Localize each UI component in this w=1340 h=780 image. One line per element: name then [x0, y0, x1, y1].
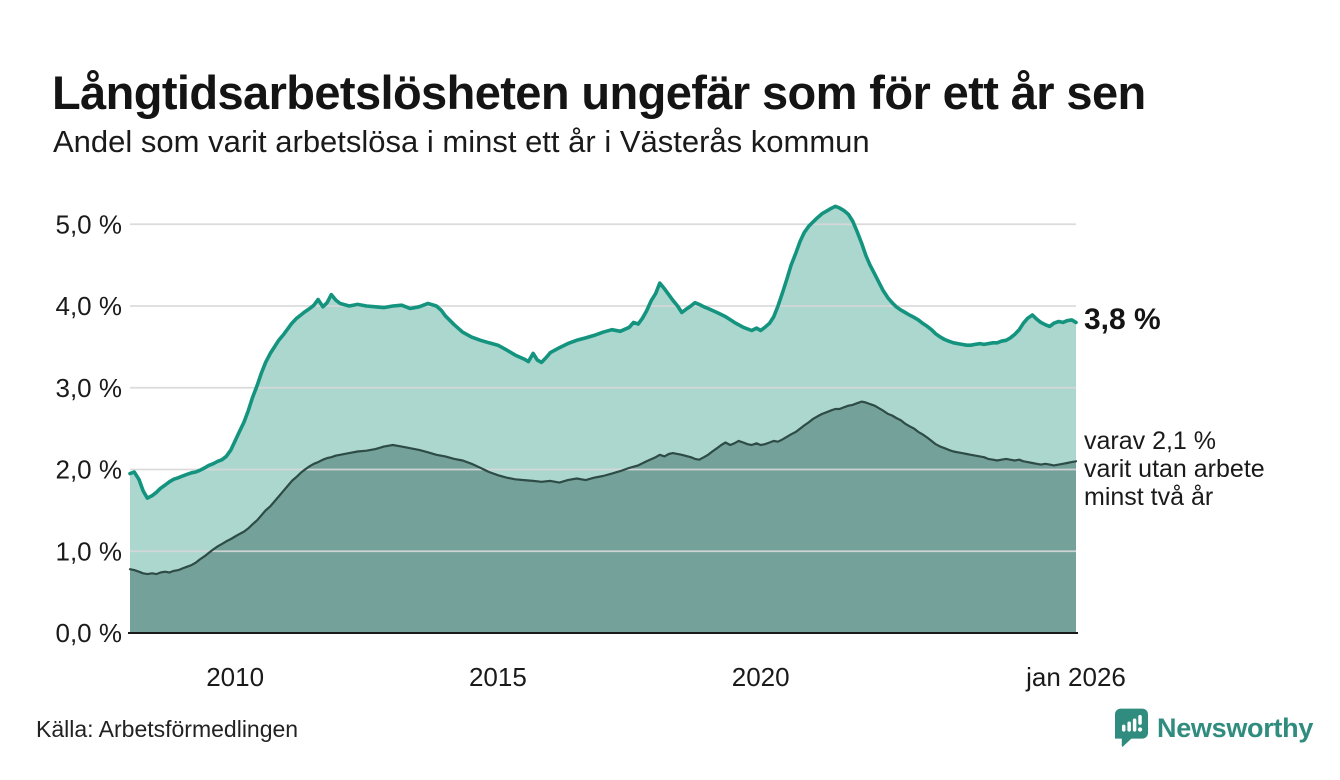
latest-value-label: 3,8 %: [1084, 303, 1161, 336]
newsworthy-logo: Newsworthy: [1115, 708, 1313, 748]
y-tick-label: 0,0 %: [56, 618, 123, 648]
source-credit: Källa: Arbetsförmedlingen: [36, 716, 299, 742]
secondary-annotation-line: minst två år: [1084, 483, 1214, 511]
page-title: Långtidsarbetslösheten ungefär som för e…: [52, 66, 1146, 120]
y-tick-label: 4,0 %: [56, 291, 123, 321]
x-tick-label: 2020: [732, 662, 790, 692]
line-unemployed-one-year: [128, 204, 1078, 500]
secondary-annotation-line: varit utan arbete: [1084, 455, 1265, 483]
area-chart: 5,0 % 4,0 % 3,0 % 2,0 % 1,0 % 0,0 % 2010 2015 20…: [56, 204, 1126, 692]
y-tick-label: 1,0 %: [56, 536, 123, 566]
x-tick-label: 2015: [469, 662, 527, 692]
newsworthy-logo-text: Newsworthy: [1157, 712, 1314, 743]
y-tick-label: 2,0 %: [56, 455, 123, 485]
newsworthy-logo-icon: [1115, 708, 1148, 748]
line-unemployed-two-years: [128, 400, 1078, 576]
x-tick-label: jan 2026: [1025, 662, 1126, 692]
area-unemployed-two-years: [130, 401, 1076, 633]
y-tick-label: 3,0 %: [56, 373, 123, 403]
x-tick-label: 2010: [206, 662, 264, 692]
y-tick-label: 5,0 %: [56, 209, 123, 239]
secondary-annotation-line: varav 2,1 %: [1084, 427, 1217, 455]
secondary-annotation: varav 2,1 % varit utan arbete minst två …: [1084, 427, 1265, 511]
page-subtitle: Andel som varit arbetslösa i minst ett å…: [53, 124, 870, 159]
